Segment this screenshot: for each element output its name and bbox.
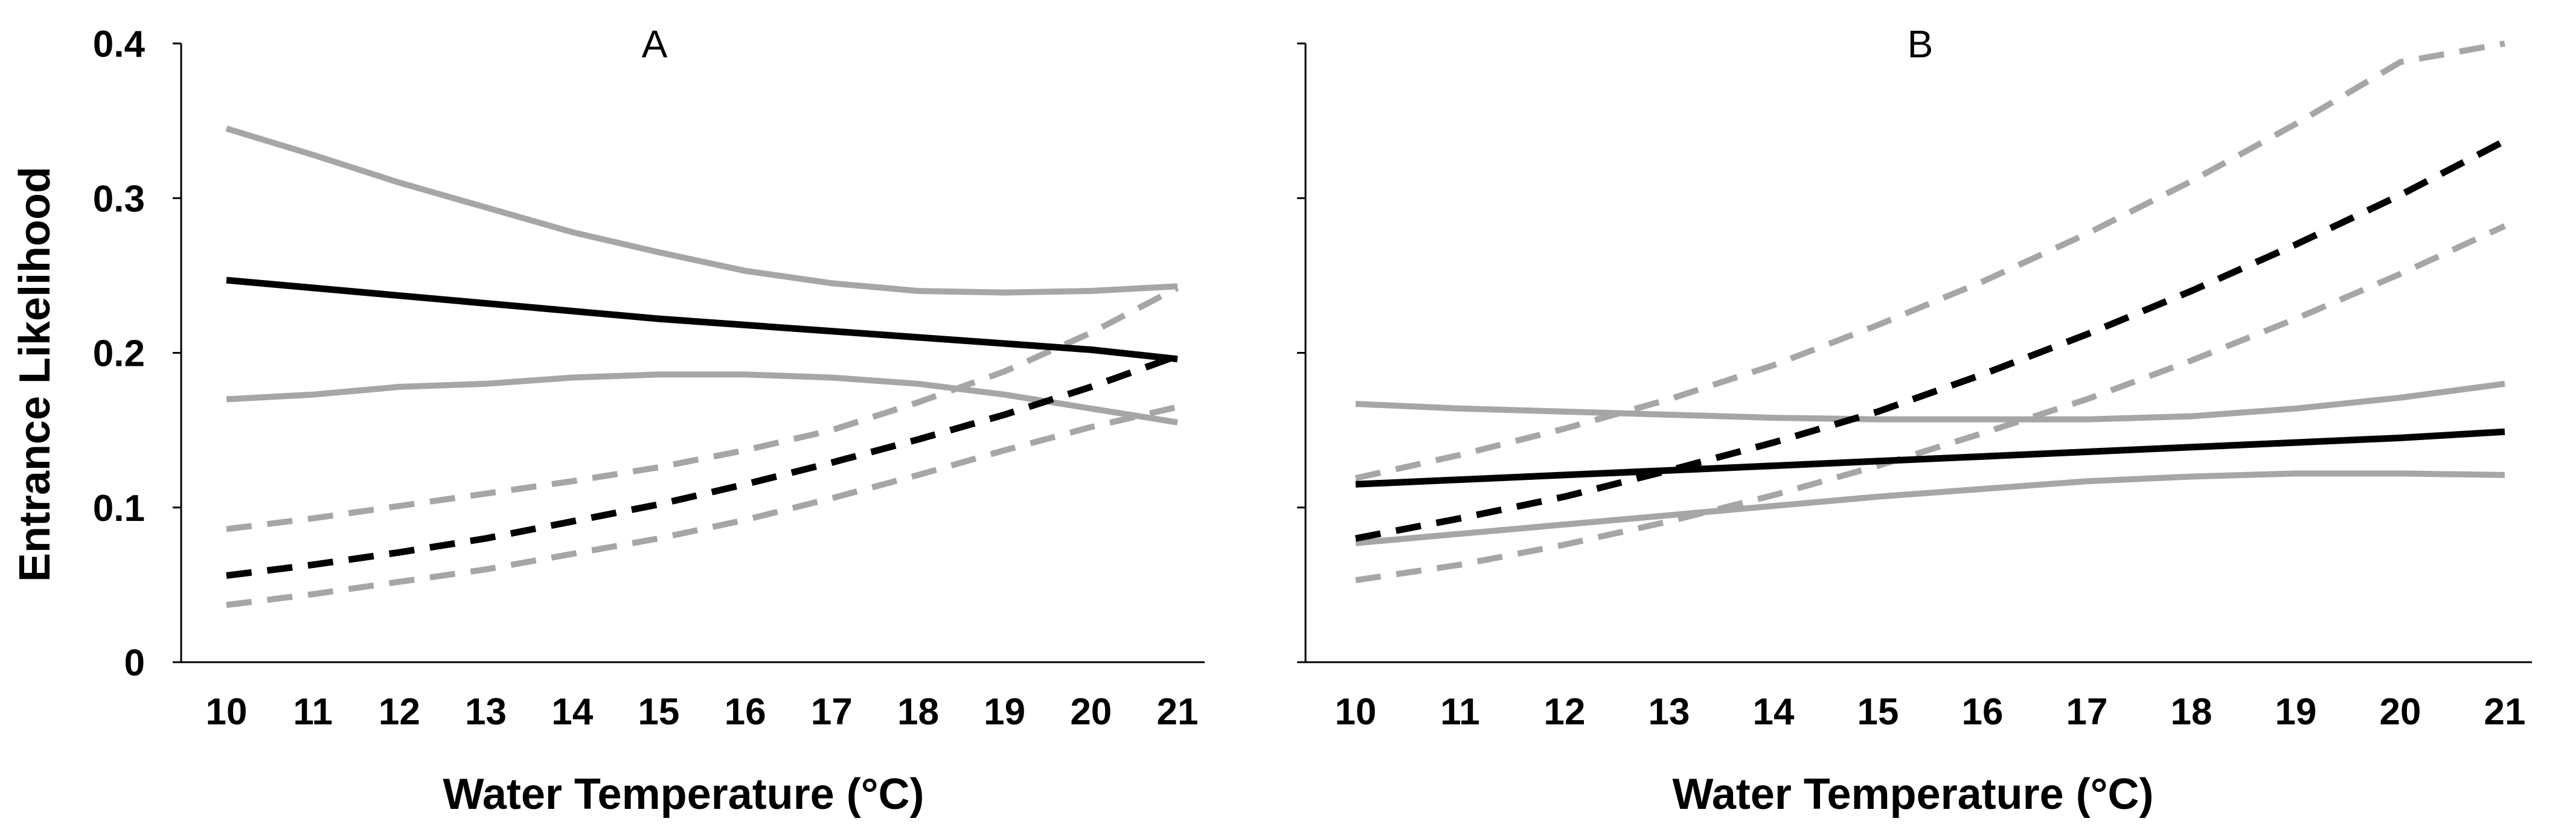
panel-a-ytick-label: 0 (124, 642, 145, 684)
panel-a-x-axis-title: Water Temperature (°C) (443, 770, 924, 819)
panel-a-series-solid-mean (226, 276, 1178, 363)
panel-a-xtick-label: 19 (984, 691, 1025, 733)
panel-a-xtick-label: 15 (638, 691, 679, 733)
panel-b-xtick-label: 14 (1753, 691, 1795, 733)
panel-b-xtick-label: 21 (2484, 691, 2526, 733)
panel-a-xtick-label: 13 (465, 691, 507, 733)
panel-b-xtick-label: 18 (2171, 691, 2212, 733)
panel-b-xtick-label: 12 (1544, 691, 1586, 733)
panel-a-series (225, 126, 1179, 608)
panel-b-series-solid-lower (1355, 470, 2505, 546)
panel-a-xtick-label: 10 (206, 691, 248, 733)
panel-a-ytick-label: 0.2 (93, 333, 145, 375)
panel-a: A Entrance Likelihood Water Temperature … (11, 22, 1205, 819)
panel-b-series-dashed-mean (1354, 138, 2507, 542)
panel-a-xtick-label: 11 (293, 691, 333, 733)
panel-a-xtick-label: 16 (725, 691, 766, 733)
panel-a-xtick-label: 17 (811, 691, 853, 733)
panel-b-ticks: 10 11 12 13 14 15 16 17 18 19 20 21 (1297, 42, 2526, 733)
panel-a-ytick-label: 0.3 (93, 178, 145, 220)
panel-a-ytick-label: 0.1 (93, 488, 145, 529)
panel-a-ticks: 0 0.1 0.2 0.3 0.4 10 11 12 13 14 15 16 17 18 19 20 21 (93, 24, 1199, 733)
panel-b-series-dashed-upper (1354, 40, 2505, 481)
panel-b-xtick-label: 10 (1335, 691, 1377, 733)
panel-b-x-axis-title: Water Temperature (°C) (1673, 770, 2154, 819)
panel-b-xtick-label: 13 (1648, 691, 1690, 733)
panel-b-xtick-label: 16 (1962, 691, 2004, 733)
panel-a-xtick-label: 20 (1070, 691, 1112, 733)
panel-a-xtick-label: 12 (379, 691, 420, 733)
panel-b-xtick-label: 11 (1440, 691, 1480, 733)
panel-a-ytick-label: 0.4 (93, 24, 146, 65)
panel-a-y-axis-title: Entrance Likelihood (11, 167, 59, 582)
panel-b-xtick-label: 19 (2275, 691, 2317, 733)
panel-a-xtick-label: 14 (551, 691, 593, 733)
panel-b-series (1354, 40, 2507, 584)
panel-b: B Water Temperature (°C) 10 11 12 13 14 15 16 1… (1297, 22, 2532, 819)
panel-b-xtick-label: 17 (2066, 691, 2108, 733)
panel-b-xtick-label: 15 (1857, 691, 1899, 733)
panel-b-xtick-label: 20 (2380, 691, 2421, 733)
panel-a-xtick-label: 18 (897, 691, 939, 733)
panel-a-xtick-label: 21 (1157, 691, 1199, 733)
panel-a-series-solid-lower (226, 371, 1178, 426)
panel-b-series-solid-upper (1355, 380, 2505, 423)
panel-b-series-dashed-lower (1355, 223, 2507, 584)
panel-b-series-solid-mean (1355, 428, 2505, 488)
panel-a-series-solid-upper (225, 126, 1178, 296)
panel-a-title: A (642, 22, 668, 66)
panel-b-title: B (1908, 22, 1934, 66)
